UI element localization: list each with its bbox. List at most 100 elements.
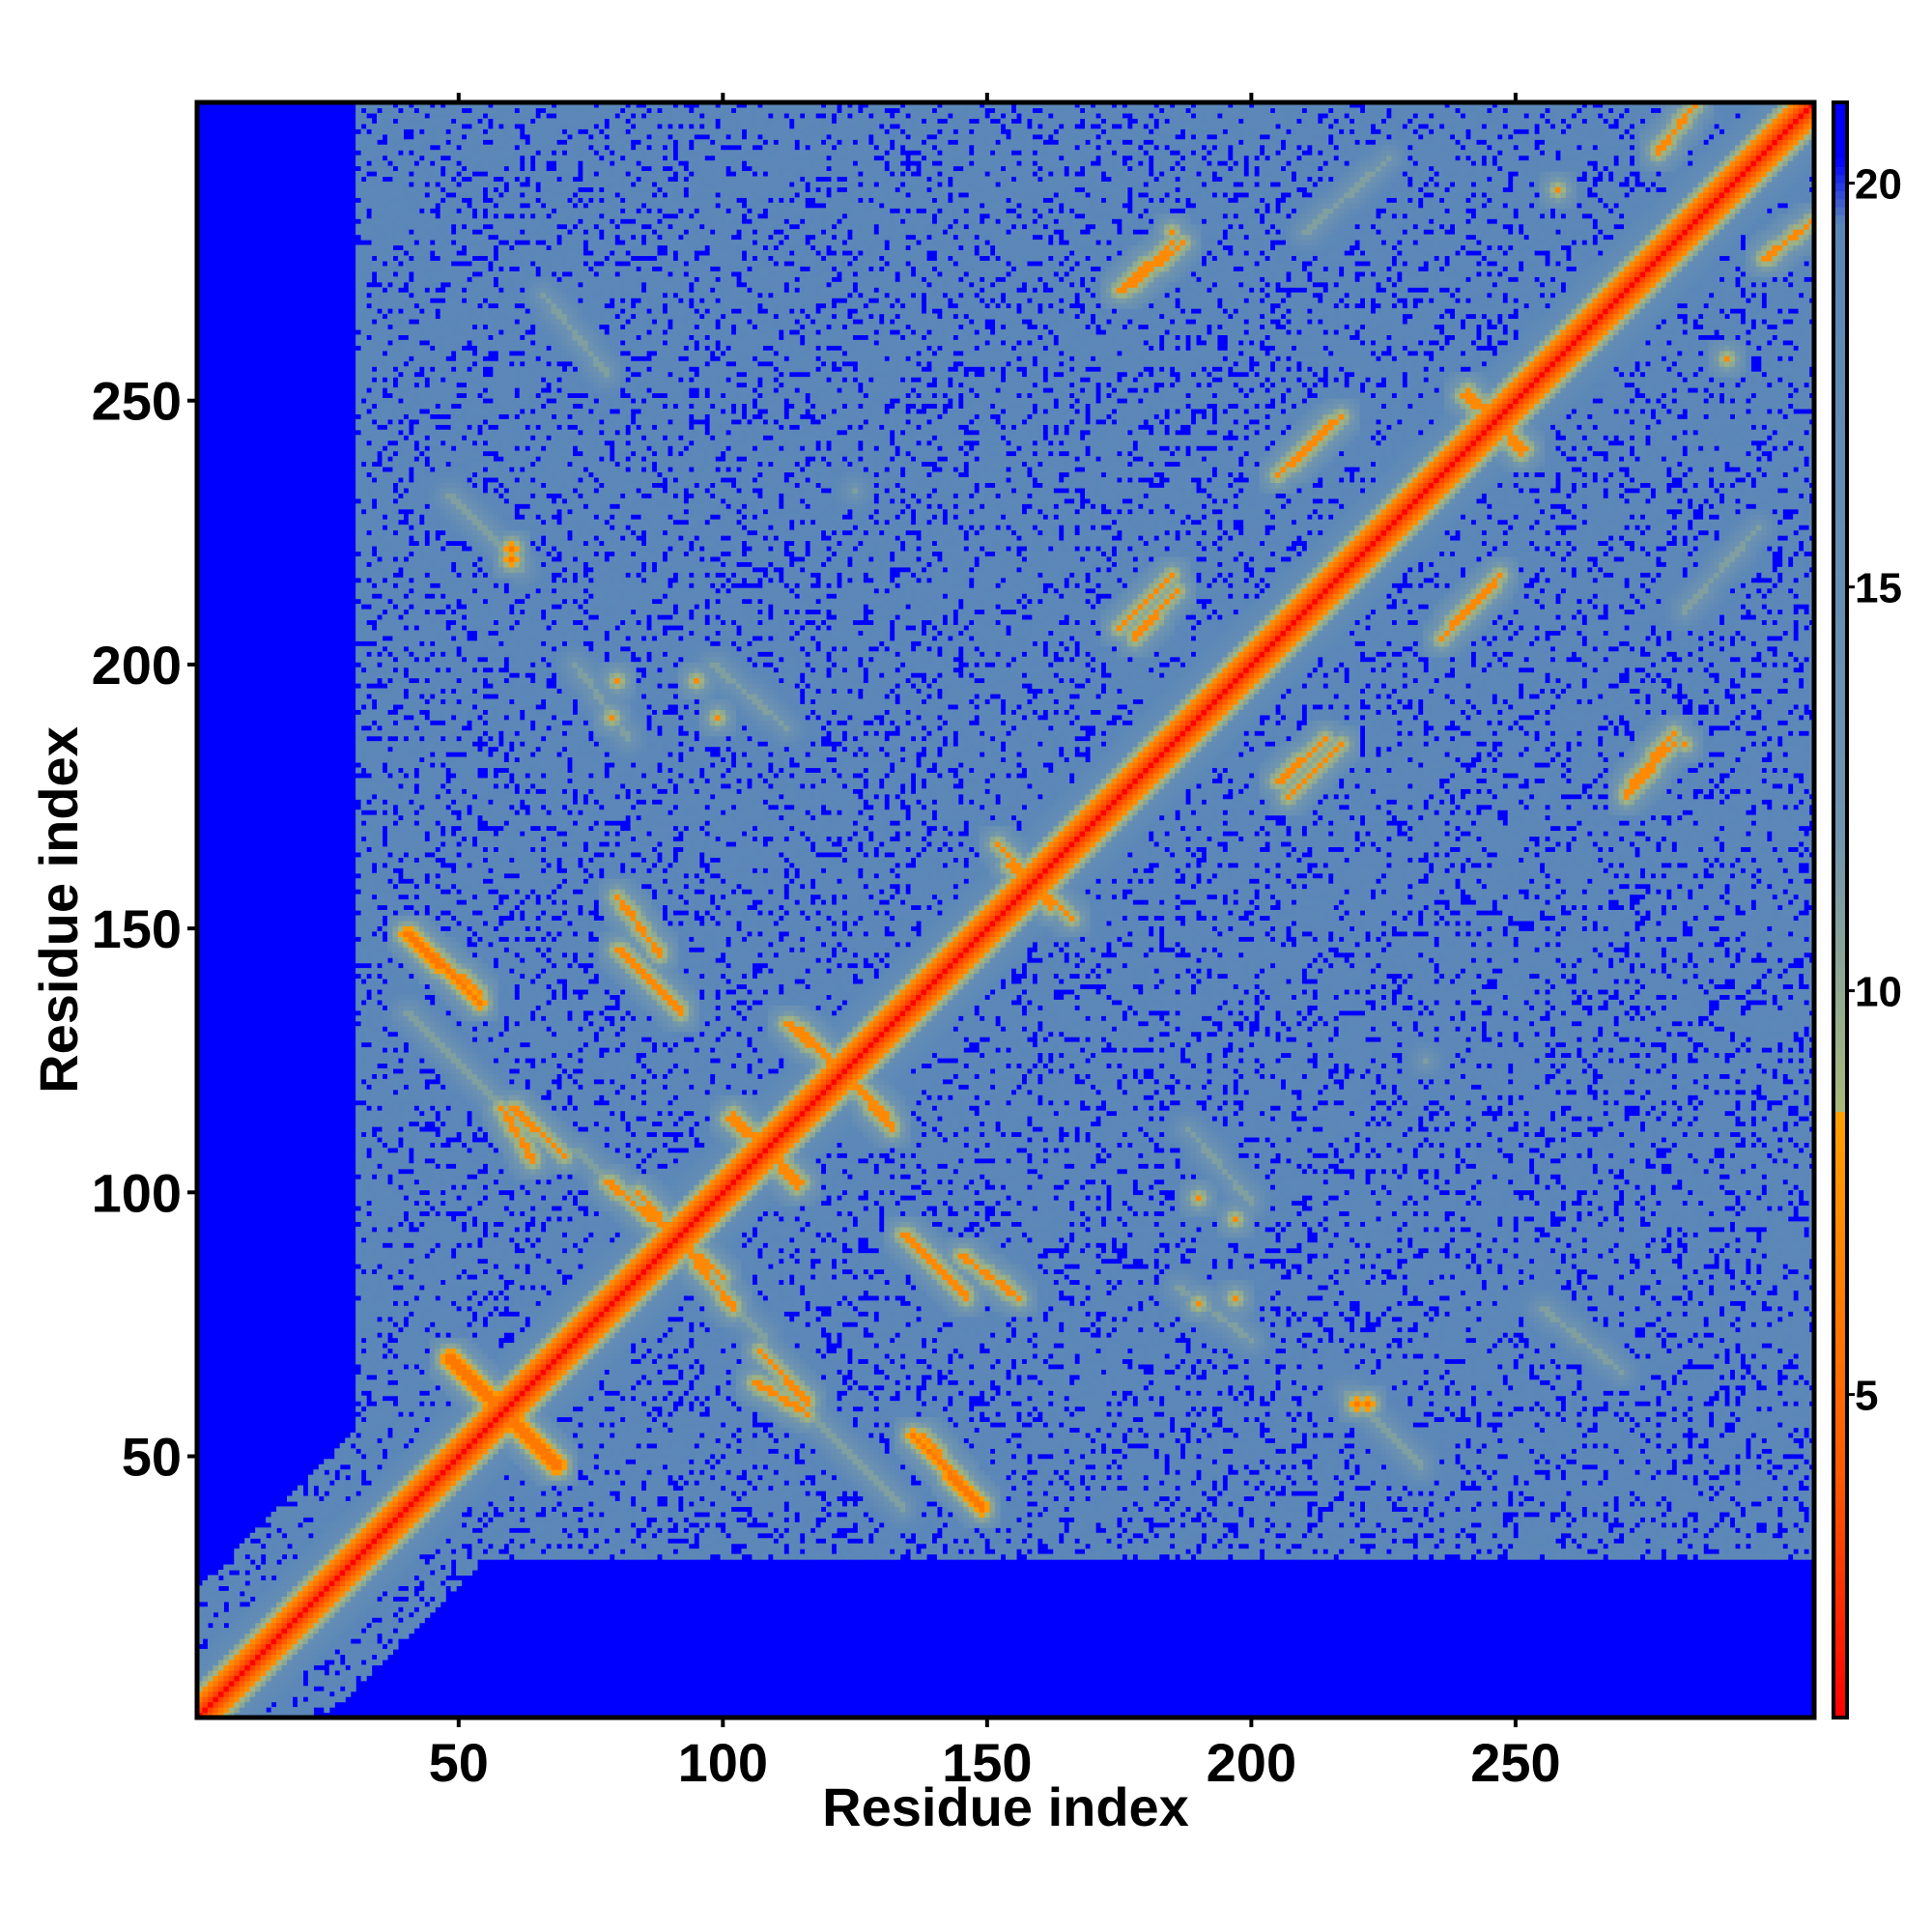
- heatmap-cell-run: [403, 1527, 409, 1533]
- heatmap-cell-run: [308, 1664, 314, 1670]
- heatmap-cell-run: [1339, 1554, 1350, 1560]
- heatmap-cell-run: [1238, 1548, 1244, 1554]
- heatmap-cell-run: [1719, 1538, 1725, 1544]
- heatmap-cell-run: [1508, 1527, 1514, 1533]
- heatmap-cell-run: [261, 1644, 267, 1650]
- heatmap-cell-run: [1312, 1554, 1318, 1560]
- heatmap-cell-run: [261, 1617, 267, 1623]
- heatmap-cell-run: [1233, 1554, 1249, 1560]
- heatmap-cell-run: [351, 1544, 356, 1549]
- heatmap-cell-run: [610, 1506, 621, 1512]
- heatmap-cell-run: [409, 1602, 420, 1607]
- heatmap-cell-run: [1016, 1538, 1022, 1544]
- heatmap-cell-run: [1750, 1522, 1756, 1528]
- heatmap-cell-run: [741, 1512, 747, 1518]
- heatmap-cell-run: [1481, 1517, 1487, 1522]
- heatmap-cell-run: [493, 1533, 498, 1539]
- heatmap-cell-run: [382, 1533, 387, 1539]
- heatmap-cell-run: [1756, 1554, 1762, 1560]
- heatmap-cell-run: [345, 1591, 351, 1597]
- heatmap-cell-run: [921, 1554, 926, 1560]
- heatmap-cell-run: [430, 1522, 436, 1528]
- heatmap-cell-run: [202, 1664, 208, 1670]
- heatmap-cell-run: [403, 1559, 409, 1565]
- heatmap-cell-run: [821, 1522, 827, 1528]
- heatmap-cell-run: [1091, 1517, 1096, 1522]
- heatmap-cell-run: [1682, 1548, 1698, 1554]
- heatmap-cell-run: [382, 1654, 387, 1660]
- heatmap-cell-run: [1619, 1506, 1625, 1512]
- heatmap-cell-run: [313, 1527, 325, 1533]
- heatmap-cell-run: [662, 1554, 668, 1560]
- heatmap-cell-run: [1613, 1554, 1619, 1560]
- heatmap-cell-run: [313, 1691, 319, 1697]
- heatmap-cell-run: [1111, 1522, 1117, 1528]
- heatmap-cell-run: [704, 1538, 710, 1544]
- heatmap-cell-run: [525, 1554, 536, 1560]
- heatmap-cell-run: [990, 1554, 1002, 1560]
- heatmap-cell-run: [1238, 1527, 1244, 1533]
- heatmap-cell-run: [409, 1617, 414, 1623]
- heatmap-cell-run: [298, 1565, 303, 1571]
- heatmap-cell-run: [255, 1617, 261, 1623]
- heatmap-cell-run: [387, 1533, 393, 1539]
- heatmap-cell-run: [1069, 1533, 1075, 1539]
- heatmap-cell-run: [451, 1585, 457, 1591]
- heatmap-cell-run: [641, 1522, 647, 1528]
- heatmap-cell-run: [831, 1501, 837, 1507]
- heatmap-cell-run: [244, 1559, 250, 1565]
- heatmap-cell-run: [1238, 1501, 1250, 1507]
- heatmap-cell-run: [334, 1512, 340, 1518]
- heatmap-cell-run: [948, 1544, 953, 1549]
- heatmap-cell-run: [625, 1501, 631, 1507]
- heatmap-cell-run: [351, 1628, 356, 1634]
- heatmap-cell-run: [1608, 1554, 1614, 1560]
- heatmap-cell-run: [1149, 1538, 1160, 1544]
- heatmap-cell-run: [366, 1559, 372, 1565]
- heatmap-cell-run: [208, 1575, 213, 1580]
- heatmap-cell-run: [952, 1554, 969, 1560]
- heatmap-cell-run: [229, 1638, 235, 1644]
- heatmap-cell-run: [990, 1512, 996, 1518]
- heatmap-cell-run: [1270, 1548, 1276, 1554]
- heatmap-cell-run: [582, 1501, 588, 1507]
- heatmap-cell-run: [451, 1501, 457, 1507]
- heatmap-cell-run: [1746, 1548, 1762, 1554]
- heatmap-cell-run: [319, 1606, 325, 1612]
- heatmap-cell-run: [572, 1544, 578, 1549]
- heatmap-cell-run: [1634, 1554, 1640, 1560]
- heatmap-cell-run: [419, 1501, 425, 1507]
- heatmap-cell-run: [229, 1696, 235, 1702]
- heatmap-cell-run: [1698, 1512, 1704, 1518]
- heatmap-cell-run: [403, 1570, 409, 1576]
- heatmap-cell-run: [725, 1548, 731, 1554]
- heatmap-cell-run: [1613, 1527, 1619, 1533]
- heatmap-cell-run: [704, 1501, 710, 1507]
- heatmap-cell-run: [255, 1602, 261, 1607]
- heatmap-cell-run: [1772, 1522, 1777, 1528]
- heatmap-cell-run: [313, 1591, 319, 1597]
- heatmap-cell-run: [1666, 1544, 1678, 1549]
- heatmap-cell-run: [1233, 1512, 1238, 1518]
- heatmap-cell-run: [1207, 1554, 1212, 1560]
- heatmap-cell-run: [382, 1634, 393, 1639]
- heatmap-cell-run: [773, 1554, 779, 1560]
- heatmap-cell-run: [319, 1533, 325, 1539]
- heatmap-cell-run: [366, 1533, 372, 1539]
- heatmap-cell-run: [392, 1585, 398, 1591]
- heatmap-cell-run: [525, 1501, 530, 1507]
- heatmap-cell-run: [710, 1538, 716, 1544]
- heatmap-cell-run: [1740, 1554, 1746, 1560]
- heatmap-cell-run: [1249, 1554, 1261, 1560]
- heatmap-cell-run: [593, 1501, 599, 1507]
- heatmap-cell-run: [282, 1638, 288, 1644]
- heatmap-cell-run: [392, 1512, 398, 1518]
- heatmap-cell-run: [1185, 1544, 1191, 1549]
- heatmap-cell-run: [292, 1660, 298, 1665]
- heatmap-cell-run: [223, 1580, 235, 1586]
- heatmap-cell-run: [535, 1554, 547, 1560]
- heatmap-cell-run: [319, 1602, 325, 1607]
- heatmap-cell-run: [234, 1670, 240, 1676]
- heatmap-cell-run: [879, 1533, 891, 1539]
- heatmap-cell-run: [1264, 1544, 1270, 1549]
